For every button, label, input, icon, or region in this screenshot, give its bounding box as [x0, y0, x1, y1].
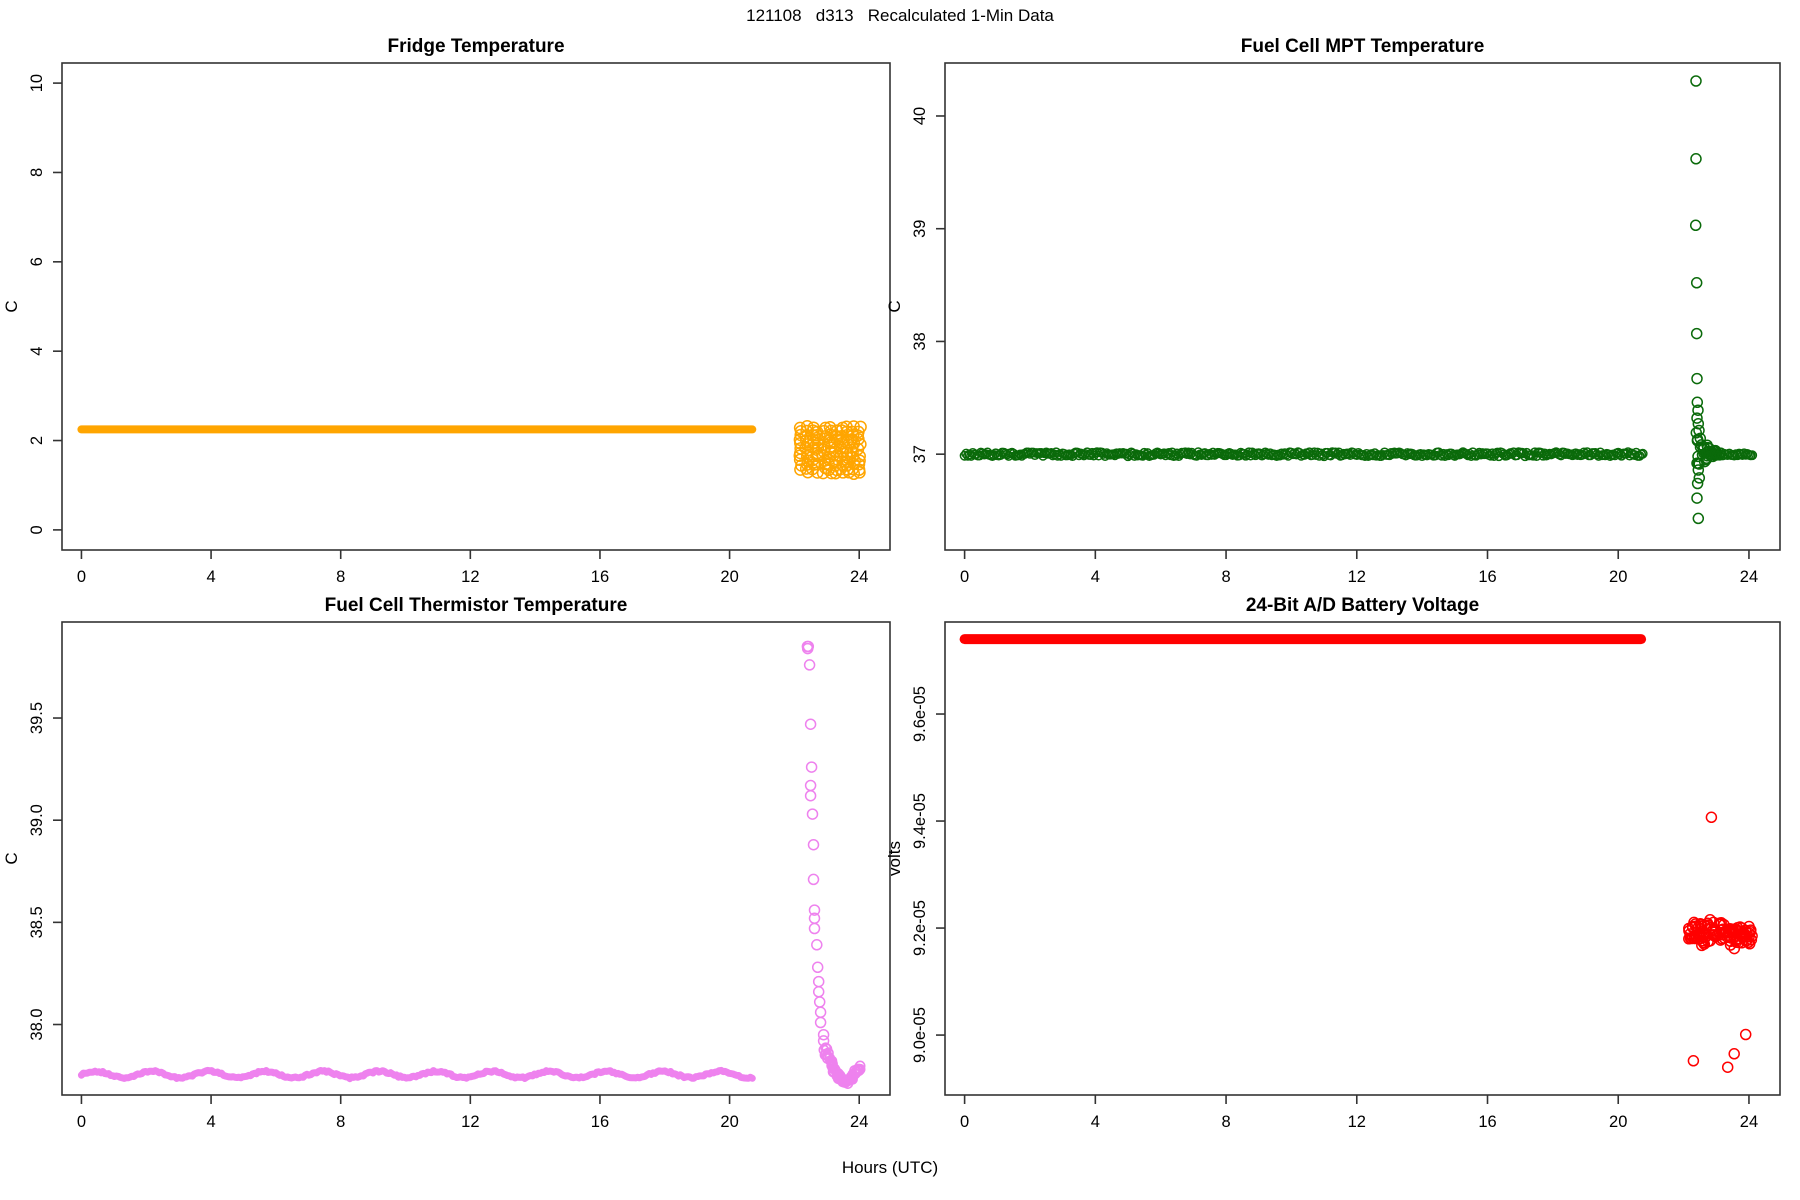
plot-border: [61, 62, 891, 551]
x-tick-label: 4: [1091, 568, 1100, 586]
x-tick-label: 24: [1740, 568, 1758, 586]
y-tick-label: 40: [911, 107, 929, 125]
x-tick-label: 12: [1348, 568, 1366, 586]
panel-fuel-cell-mpt-temperature: Fuel Cell MPT Temperature C 0 4 8 12 16 20 24 37 3…: [885, 36, 1781, 586]
panel-title: Fridge Temperature: [387, 36, 564, 57]
y-tick-label: 39: [911, 220, 929, 238]
series-steady-ring-line: [959, 447, 1648, 462]
y-tick-label: 2: [28, 436, 46, 445]
y-tick-label: 37: [911, 445, 929, 463]
panel-title: Fuel Cell Thermistor Temperature: [325, 595, 628, 616]
y-tick-label: 38.0: [28, 1008, 46, 1040]
x-tick-label: 0: [960, 1113, 969, 1131]
y-tick-label: 8: [28, 168, 46, 177]
x-tick-label: 20: [720, 1113, 738, 1131]
y-axis-title: volts: [885, 841, 904, 876]
y-tick-label: 0: [28, 525, 46, 534]
panel-title: Fuel Cell MPT Temperature: [1241, 36, 1485, 57]
y-tick-label: 10: [28, 74, 46, 92]
x-tick-label: 8: [1221, 568, 1230, 586]
x-tick-label: 20: [1609, 568, 1627, 586]
y-tick-label: 9.6e-05: [911, 686, 929, 742]
x-tick-label: 4: [206, 1113, 215, 1131]
x-tick-label: 16: [1478, 568, 1496, 586]
x-tick-label: 8: [336, 568, 345, 586]
main-title: 121108 d313 Recalculated 1-Min Data: [746, 6, 1054, 25]
y-tick-label: 9.0e-05: [911, 1007, 929, 1063]
y-tick-label: 39.5: [28, 702, 46, 734]
plot-border: [944, 621, 1781, 1096]
y-tick-label: 6: [28, 257, 46, 266]
x-tick-label: 4: [206, 568, 215, 586]
y-tick-label: 38.5: [28, 906, 46, 938]
x-tick-label: 16: [591, 568, 609, 586]
y-axis-title: C: [885, 300, 904, 312]
x-tick-label: 16: [1478, 1113, 1496, 1131]
x-tick-label: 24: [850, 568, 868, 586]
x-tick-label: 16: [591, 1113, 609, 1131]
series-recovery-ring-line: [1696, 447, 1758, 461]
y-tick-label: 4: [28, 347, 46, 356]
panel-battery-voltage: 24-Bit A/D Battery Voltage volts 0 4 8 12 16 20…: [885, 595, 1781, 1131]
x-tick-label: 12: [1348, 1113, 1366, 1131]
x-tick-label: 24: [1740, 1113, 1758, 1131]
x-tick-label: 0: [960, 568, 969, 586]
y-axis-title: C: [2, 300, 21, 312]
x-tick-label: 4: [1091, 1113, 1100, 1131]
x-tick-label: 20: [720, 568, 738, 586]
series-baseline-wiggle-line: [77, 1066, 756, 1083]
series-decay-tail-curve: [818, 1042, 866, 1089]
series-spike-decay-points: [801, 640, 830, 1047]
x-tick-label: 20: [1609, 1113, 1627, 1131]
series-late-noise-cluster: [1683, 913, 1758, 955]
y-tick-label: 9.4e-05: [911, 793, 929, 849]
y-tick-label: 39.0: [28, 804, 46, 836]
x-tick-label: 0: [77, 568, 86, 586]
panel-fuel-cell-thermistor-temperature: Fuel Cell Thermistor Temperature C 0 4 8 12 16…: [2, 595, 891, 1131]
x-tick-label: 12: [461, 568, 479, 586]
x-tick-label: 0: [77, 1113, 86, 1131]
x-tick-label: 8: [336, 1113, 345, 1131]
x-tick-label: 24: [850, 1113, 868, 1131]
x-axis-label: Hours (UTC): [841, 1158, 939, 1177]
x-tick-label: 12: [461, 1113, 479, 1131]
panel-title: 24-Bit A/D Battery Voltage: [1246, 595, 1479, 616]
series-outlier-points: [1687, 811, 1752, 1073]
x-tick-label: 8: [1221, 1113, 1230, 1131]
plot-border: [944, 62, 1781, 551]
y-tick-label: 38: [911, 332, 929, 350]
series-late-scatter-block: [793, 419, 867, 481]
y-axis-title: C: [2, 852, 21, 864]
y-tick-label: 9.2e-05: [911, 900, 929, 956]
plot-border: [61, 621, 891, 1096]
